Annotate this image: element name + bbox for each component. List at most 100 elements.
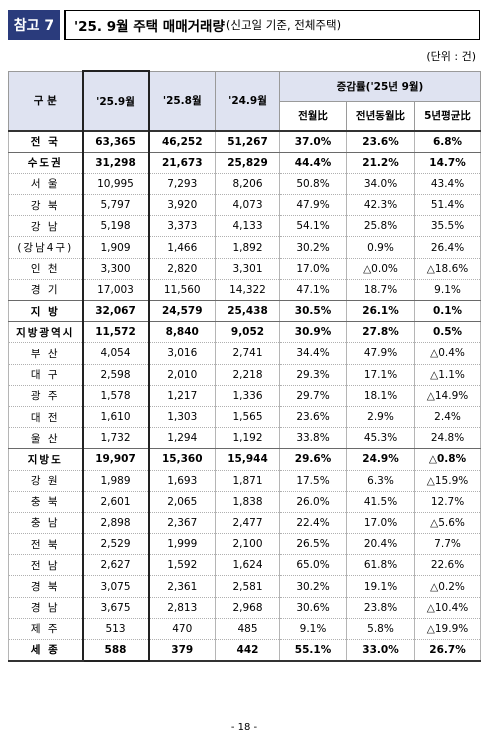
yoy-cell: 23.6% (346, 129, 415, 153)
region-cell: 지 방 (8, 300, 83, 323)
aug-2025-cell: 1,466 (148, 236, 216, 259)
region-cell: 경 기 (8, 279, 83, 302)
yoy-cell: 45.3% (346, 427, 415, 450)
table-row: 지 방 32,067 24,579 25,438 30.5% 26.1% 0.1% (8, 300, 482, 323)
mom-cell: 34.4% (279, 342, 347, 365)
sep-2024-cell: 25,829 (215, 152, 280, 174)
region-cell: 수도권 (8, 152, 83, 174)
mom-cell: 65.0% (279, 554, 347, 577)
sep-2025-cell: 3,675 (81, 597, 150, 619)
mom-cell: 30.9% (279, 321, 347, 344)
avg5-cell: 0.5% (413, 321, 482, 344)
aug-2025-cell: 1,592 (148, 554, 216, 577)
region-cell: 대 구 (8, 364, 83, 386)
sep-2024-cell: 15,944 (215, 448, 280, 471)
mom-cell: 26.5% (279, 533, 347, 556)
avg5-cell: 51.4% (413, 194, 482, 217)
table-row: 대 구 2,598 2,010 2,218 29.3% 17.1% △1.1% (8, 364, 482, 386)
avg5-cell: △19.9% (413, 618, 482, 641)
table-row: 전 북 2,529 1,999 2,100 26.5% 20.4% 7.7% (8, 533, 482, 556)
table-row: 부 산 4,054 3,016 2,741 34.4% 47.9% △0.4% (8, 342, 482, 365)
header-sep-2024: '24.9월 (215, 70, 280, 132)
aug-2025-cell: 1,693 (148, 470, 216, 492)
aug-2025-cell: 3,373 (148, 215, 216, 238)
table-row: 경 남 3,675 2,813 2,968 30.6% 23.8% △10.4% (8, 597, 482, 619)
yoy-cell: 41.5% (346, 491, 415, 513)
aug-2025-cell: 3,920 (148, 194, 216, 217)
sep-2024-cell: 2,581 (215, 575, 280, 598)
page-title: '25. 9월 주택 매매거래량 (74, 19, 225, 35)
avg5-cell: 22.6% (413, 554, 482, 577)
aug-2025-cell: 1,999 (148, 533, 216, 556)
sep-2024-cell: 1,838 (215, 491, 280, 513)
sep-2025-cell: 1,732 (81, 427, 150, 450)
aug-2025-cell: 24,579 (148, 300, 216, 323)
sep-2025-cell: 17,003 (81, 279, 150, 302)
avg5-cell: △0.2% (413, 575, 482, 598)
sep-2025-cell: 2,598 (81, 364, 150, 386)
yoy-cell: 23.8% (346, 597, 415, 619)
mom-cell: 37.0% (279, 129, 347, 153)
sep-2025-cell: 1,578 (81, 385, 150, 407)
page-subtitle: (신고일 기준, 전체주택) (225, 18, 342, 32)
aug-2025-cell: 2,367 (148, 512, 216, 535)
aug-2025-cell: 3,016 (148, 342, 216, 365)
region-cell: 충 북 (8, 491, 83, 513)
sep-2025-cell: 513 (81, 618, 150, 641)
region-cell: 인 천 (8, 258, 83, 280)
avg5-cell: △0.8% (413, 448, 482, 471)
mom-cell: 22.4% (279, 512, 347, 535)
yoy-cell: 17.1% (346, 364, 415, 386)
sep-2024-cell: 1,192 (215, 427, 280, 450)
yoy-cell: 61.8% (346, 554, 415, 577)
header-mom: 전월比 (279, 100, 347, 132)
mom-cell: 17.0% (279, 258, 347, 280)
avg5-cell: 43.4% (413, 173, 482, 196)
avg5-cell: 12.7% (413, 491, 482, 513)
sep-2025-cell: 1,610 (81, 406, 150, 429)
sep-2024-cell: 2,477 (215, 512, 280, 535)
avg5-cell: △5.6% (413, 512, 482, 535)
yoy-cell: 17.0% (346, 512, 415, 535)
sep-2024-cell: 2,968 (215, 597, 280, 619)
table-row: 서 울 10,995 7,293 8,206 50.8% 34.0% 43.4% (8, 173, 482, 196)
mom-cell: 44.4% (279, 152, 347, 174)
transaction-table: 구 분 '25.9월 '25.8월 '24.9월 증감률('25년 9월) 전월… (8, 70, 482, 662)
region-cell: 지방광역시 (8, 321, 83, 344)
region-cell: 제 주 (8, 618, 83, 641)
mom-cell: 17.5% (279, 470, 347, 492)
aug-2025-cell: 1,294 (148, 427, 216, 450)
table-row: 충 북 2,601 2,065 1,838 26.0% 41.5% 12.7% (8, 491, 482, 513)
avg5-cell: 6.8% (413, 129, 482, 153)
table-row: 지방광역시 11,572 8,840 9,052 30.9% 27.8% 0.5% (8, 321, 482, 344)
table-row: (강남4구) 1,909 1,466 1,892 30.2% 0.9% 26.4% (8, 236, 482, 259)
sep-2025-cell: 5,797 (81, 194, 150, 217)
table-row: 광 주 1,578 1,217 1,336 29.7% 18.1% △14.9% (8, 385, 482, 407)
sep-2024-cell: 442 (215, 639, 280, 662)
sep-2025-cell: 63,365 (81, 129, 150, 153)
header-yoy: 전년동월比 (346, 100, 415, 132)
sep-2024-cell: 9,052 (215, 321, 280, 344)
mom-cell: 29.6% (279, 448, 347, 471)
avg5-cell: 7.7% (413, 533, 482, 556)
avg5-cell: 35.5% (413, 215, 482, 238)
aug-2025-cell: 15,360 (148, 448, 216, 471)
avg5-cell: 14.7% (413, 152, 482, 174)
aug-2025-cell: 7,293 (148, 173, 216, 196)
avg5-cell: △10.4% (413, 597, 482, 619)
header-sep-2025: '25.9월 (81, 70, 150, 132)
sep-2025-cell: 2,601 (81, 491, 150, 513)
reference-tag: 참고 7 (8, 10, 60, 40)
avg5-cell: △14.9% (413, 385, 482, 407)
table-row: 세 종 588 379 442 55.1% 33.0% 26.7% (8, 639, 482, 662)
region-cell: 울 산 (8, 427, 83, 450)
sep-2025-cell: 2,529 (81, 533, 150, 556)
mom-cell: 30.2% (279, 575, 347, 598)
sep-2025-cell: 588 (81, 639, 150, 662)
header-rate-group: 증감률('25년 9월) (278, 70, 482, 102)
mom-cell: 29.7% (279, 385, 347, 407)
sep-2025-cell: 11,572 (81, 321, 150, 344)
region-cell: (강남4구) (8, 236, 83, 259)
sep-2024-cell: 51,267 (215, 129, 280, 153)
mom-cell: 23.6% (279, 406, 347, 429)
